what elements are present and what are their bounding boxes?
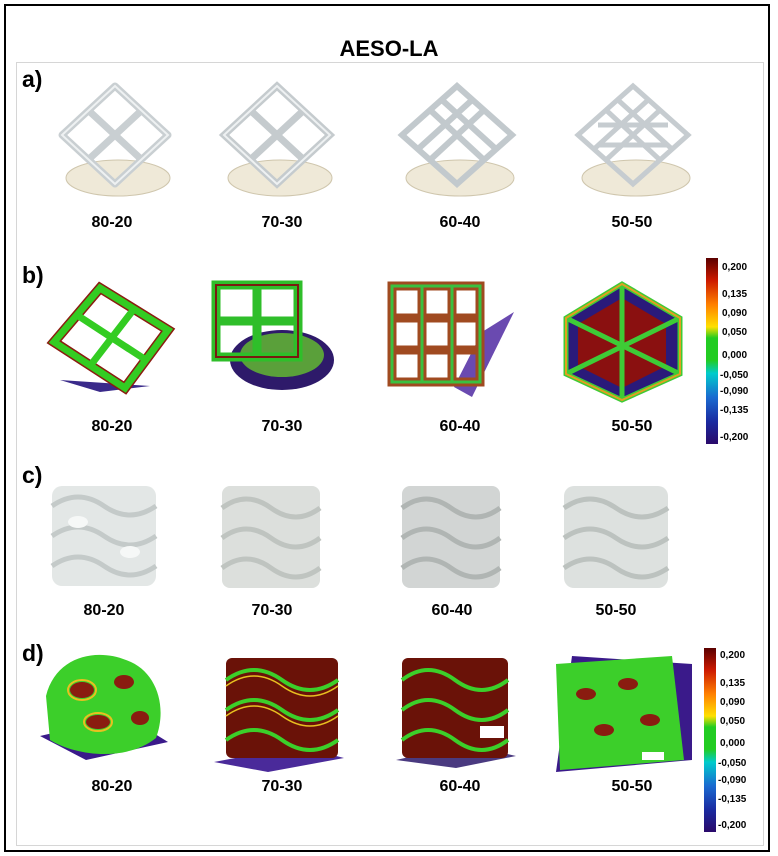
cb-d-tick-5: -0,050	[718, 758, 747, 769]
panel-c-caption-1: 80-20	[83, 602, 125, 619]
panel-a-photo-60-40	[397, 81, 517, 197]
panel-a-caption-4: 50-50	[611, 214, 653, 231]
panel-d-map-70-30	[214, 658, 344, 772]
panel-c-caption-2: 70-30	[251, 602, 293, 619]
cb-d-tick-1: 0,135	[720, 678, 746, 689]
cb-b-tick-2: 0,090	[722, 308, 748, 319]
cb-b-tick-5: -0,050	[720, 370, 749, 381]
panel-d-map-80-20	[40, 654, 168, 760]
panel-d-map-60-40	[396, 658, 516, 768]
panel-a-caption-3: 60-40	[439, 214, 481, 231]
panel-c-photo-60-40	[400, 486, 502, 588]
cb-b-tick-3: 0,050	[722, 327, 748, 338]
panel-d-letter: d)	[22, 640, 44, 666]
cb-b-tick-0: 0,200	[722, 262, 748, 273]
cb-b-tick-7: -0,135	[720, 405, 749, 416]
panel-b-caption-4: 50-50	[611, 418, 653, 435]
panel-a-photo-70-30	[218, 81, 336, 197]
panel-c-caption-3: 60-40	[431, 602, 473, 619]
panel-a-caption-1: 80-20	[91, 214, 133, 231]
cb-b-tick-6: -0,090	[720, 386, 749, 397]
cb-b-tick-8: -0,200	[720, 432, 749, 443]
panel-c-caption-4: 50-50	[595, 602, 637, 619]
cb-d-tick-2: 0,090	[720, 697, 746, 708]
cb-d-tick-7: -0,135	[718, 794, 747, 805]
panel-b-map-80-20	[46, 281, 176, 395]
panel-a-photo-50-50	[574, 82, 692, 197]
panel-b-caption-3: 60-40	[439, 418, 481, 435]
panel-b-map-60-40	[387, 281, 514, 397]
panel-b-letter: b)	[22, 262, 44, 288]
panel-a-caption-2: 70-30	[261, 214, 303, 231]
panel-c-photo-80-20	[50, 486, 158, 586]
cb-d-tick-3: 0,050	[720, 716, 746, 727]
cb-d-tick-0: 0,200	[720, 650, 746, 661]
panel-b-colorbar	[706, 258, 718, 444]
panel-c-photo-70-30	[220, 486, 322, 588]
panel-b-map-70-30	[211, 280, 334, 390]
panel-d-caption-2: 70-30	[261, 778, 303, 795]
panel-b-map-50-50	[563, 281, 683, 403]
cb-d-tick-8: -0,200	[718, 820, 747, 831]
panel-a-photo-80-20	[58, 82, 172, 197]
panel-d-caption-3: 60-40	[439, 778, 481, 795]
panel-b-caption-1: 80-20	[91, 418, 133, 435]
cb-b-tick-1: 0,135	[722, 289, 748, 300]
panel-d-map-50-50	[556, 656, 692, 772]
cb-d-tick-4: 0,000	[720, 738, 746, 749]
panel-c-photo-50-50	[562, 486, 670, 588]
panel-a-letter: a)	[22, 66, 43, 92]
panel-d-caption-4: 50-50	[611, 778, 653, 795]
figure-inner-border	[16, 62, 764, 846]
panel-c-letter: c)	[22, 462, 43, 488]
panel-b-caption-2: 70-30	[261, 418, 303, 435]
figure-title: AESO-LA	[339, 36, 439, 61]
panel-d-caption-1: 80-20	[91, 778, 133, 795]
cb-d-tick-6: -0,090	[718, 775, 747, 786]
panel-d-colorbar	[704, 648, 716, 832]
cb-b-tick-4: 0,000	[722, 350, 748, 361]
